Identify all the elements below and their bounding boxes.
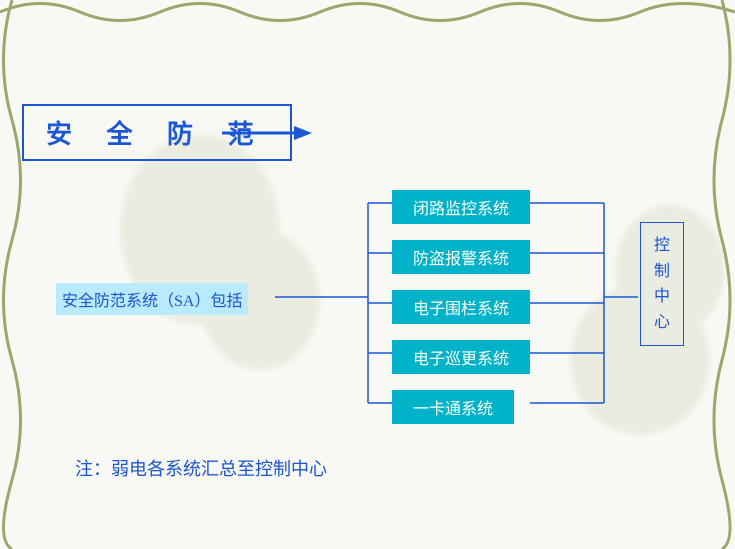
footnote-text: 注：弱电各系统汇总至控制中心 — [75, 459, 327, 479]
slide: 安 全 防 范 安全防范系统（SA）包括 闭路监控系统 防盗报警系统 电子围栏系… — [0, 0, 735, 549]
footnote: 注：弱电各系统汇总至控制中心 — [75, 455, 327, 481]
